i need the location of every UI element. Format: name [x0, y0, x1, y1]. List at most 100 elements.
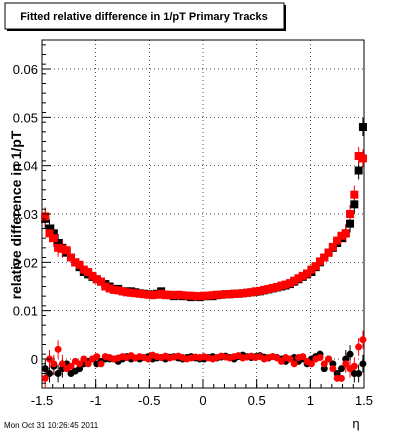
data-point-square [178, 291, 187, 300]
data-point-square [238, 289, 247, 298]
data-point-square [358, 154, 367, 163]
data-point-square [243, 288, 252, 297]
y-tick-label: 0.02 [13, 255, 38, 270]
data-point-circle [299, 353, 307, 361]
data-point-square [75, 260, 84, 269]
data-point-circle [337, 374, 345, 382]
data-point-square [97, 277, 106, 286]
y-tick-label: 0.03 [13, 207, 38, 222]
data-point-square [127, 288, 136, 297]
x-tick-label: 0 [199, 393, 206, 408]
title-box [4, 2, 285, 30]
data-point-square [187, 291, 196, 300]
data-point-square [208, 291, 217, 300]
data-point-circle [307, 360, 315, 368]
y-axis-title: relative difference in 1/pT [8, 130, 24, 299]
data-point-circle [325, 355, 333, 363]
data-point-square [54, 243, 63, 252]
data-point-circle [355, 370, 363, 377]
data-point-square [260, 285, 269, 294]
data-point-square [157, 289, 166, 298]
data-point-circle [286, 355, 294, 363]
data-point-square [311, 262, 320, 271]
x-tick-label: -1.5 [31, 393, 53, 408]
x-tick-label: -0.5 [138, 393, 160, 408]
data-point-square [118, 287, 127, 296]
data-point-circle [355, 343, 363, 351]
data-point-square [144, 290, 153, 299]
x-tick-label: 1.5 [355, 393, 373, 408]
data-point-circle [93, 353, 101, 361]
data-point-circle [58, 360, 66, 368]
data-point-square [88, 271, 97, 280]
data-point-square [49, 229, 58, 238]
data-point-square [45, 224, 54, 233]
data-point-circle [329, 365, 337, 373]
data-point-square [101, 282, 110, 291]
data-point-circle [80, 355, 88, 363]
error-bars [44, 118, 364, 388]
data-point-circle [329, 360, 337, 368]
data-point-square [152, 290, 161, 299]
title-box-shadow-right [284, 5, 286, 31]
data-point-square [268, 283, 277, 292]
data-point-circle [359, 336, 367, 344]
x-axis-title: η [352, 416, 359, 431]
data-point-square [217, 290, 226, 299]
data-point-square [315, 257, 324, 266]
data-point-square [333, 236, 342, 245]
data-point-square [200, 291, 209, 300]
data-point-circle [337, 365, 345, 373]
data-point-square [354, 152, 363, 160]
data-point-square [328, 242, 337, 251]
data-point-square [346, 219, 355, 228]
data-point-square [350, 190, 359, 199]
data-point-square [114, 286, 123, 295]
data-point-square [337, 231, 346, 240]
data-point-square [122, 288, 131, 297]
data-point-square [165, 290, 174, 299]
data-point-square [277, 281, 286, 290]
data-point-square [358, 123, 367, 131]
data-point-square [212, 290, 221, 299]
data-point-square [247, 288, 256, 297]
data-point-square [290, 276, 299, 285]
y-tick-label: 0.01 [13, 304, 38, 319]
data-point-square [92, 275, 101, 284]
data-point-square [225, 290, 234, 299]
data-point-circle [84, 360, 92, 368]
y-tick-label: 0.05 [13, 110, 38, 125]
data-point-circle [290, 360, 298, 368]
data-point-square [320, 253, 329, 262]
data-point-circle [350, 362, 358, 370]
data-point-circle [333, 370, 341, 377]
data-point-square [79, 265, 88, 274]
x-tick-label: 0.5 [248, 393, 266, 408]
data-point-square [71, 258, 80, 267]
data-point-square [255, 286, 264, 295]
data-point-square [66, 253, 75, 262]
data-markers [41, 123, 367, 382]
data-point-square [139, 290, 148, 299]
chart-title: Fitted relative difference in 1/pT Prima… [20, 11, 268, 23]
data-point-circle [342, 360, 350, 368]
data-point-square [195, 292, 204, 301]
data-point-square [191, 292, 200, 301]
grid [41, 40, 365, 388]
data-point-circle [359, 360, 367, 368]
data-point-square [221, 290, 230, 299]
axis-ticks [41, 44, 365, 388]
data-point-circle [41, 374, 49, 382]
timestamp-footer: Mon Oct 31 10:26:45 2011 [4, 421, 99, 430]
data-point-circle [320, 365, 328, 373]
data-point-square [303, 269, 312, 278]
data-point-square [324, 248, 333, 257]
data-point-circle [342, 355, 350, 363]
data-point-square [204, 291, 213, 300]
data-point-square [307, 265, 316, 274]
data-point-circle [346, 350, 354, 358]
data-point-square [105, 284, 114, 293]
data-point-square [182, 291, 191, 300]
data-point-circle [76, 365, 84, 373]
